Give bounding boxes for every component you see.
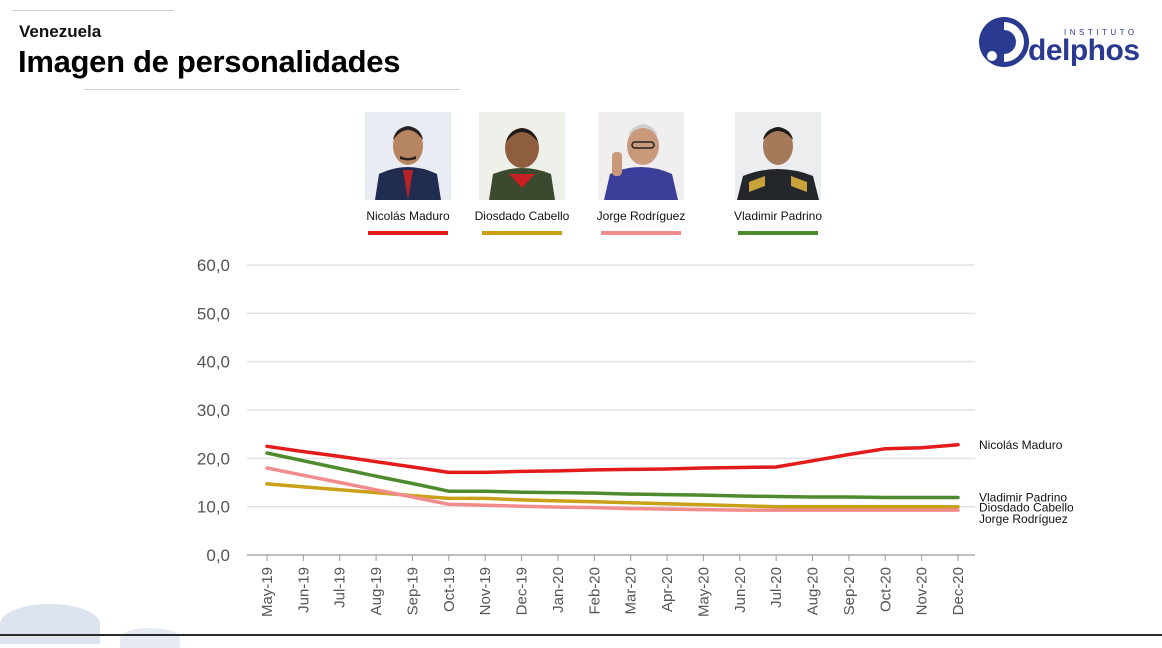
legend-item-rodriguez: Jorge Rodríguez (576, 112, 706, 235)
portrait-maduro-image (365, 112, 451, 200)
x-tick-label: Sep-20 (841, 567, 858, 615)
y-tick-label: 20,0 (197, 449, 230, 468)
x-tick-label: Jun-20 (732, 567, 749, 613)
legend-label: Jorge Rodríguez (596, 209, 686, 223)
x-tick-label: May-20 (695, 567, 712, 617)
legend-line-cabello (482, 231, 562, 235)
x-tick-label: Jul-20 (768, 567, 785, 608)
x-tick-label: May-19 (259, 567, 276, 617)
legend-item-padrino: Vladimir Padrino (713, 112, 843, 235)
x-tick-label: Jun-19 (295, 567, 312, 613)
legend-item-maduro: Nicolás Maduro (343, 112, 473, 235)
legend-line-padrino (738, 231, 818, 235)
header-top-rule (12, 10, 174, 11)
x-tick-label: Oct-20 (877, 567, 894, 612)
x-tick-label: Oct-19 (441, 567, 458, 612)
page-subtitle: Venezuela (19, 22, 102, 41)
x-tick-label: Jul-19 (332, 567, 349, 608)
logo-name-text: delphos (1028, 34, 1140, 67)
series-end-label: Vladimir Padrino (979, 490, 1067, 504)
series-end-label: Jorge Rodríguez (979, 512, 1068, 526)
legend-line-maduro (368, 231, 448, 235)
x-tick-label: Mar-20 (623, 567, 640, 615)
delphos-logo: INSTITUTO delphos (978, 14, 1143, 74)
x-tick-label: Dec-19 (514, 567, 531, 615)
series-line (265, 451, 960, 500)
background-decoration (0, 604, 100, 644)
x-tick-label: Aug-20 (805, 567, 822, 615)
y-tick-label: 40,0 (197, 353, 230, 372)
y-tick-label: 0,0 (206, 546, 230, 565)
y-tick-label: 30,0 (197, 401, 230, 420)
series-end-label: Diosdado Cabello (979, 501, 1074, 515)
series-line (265, 482, 960, 509)
x-tick-label: Nov-20 (914, 567, 931, 615)
x-tick-label: Feb-20 (586, 567, 603, 615)
legend-item-cabello: Diosdado Cabello (457, 112, 587, 235)
x-tick-label: Apr-20 (659, 567, 676, 612)
page-title: Imagen de personalidades (18, 44, 401, 79)
x-tick-label: Sep-19 (404, 567, 421, 615)
portrait-padrino-image (735, 112, 821, 200)
slide-bottom-rule (0, 634, 1162, 636)
logo-instituto-text: INSTITUTO (1064, 28, 1138, 37)
legend-label: Nicolás Maduro (366, 209, 450, 223)
x-tick-label: Jan-20 (550, 567, 567, 613)
delphos-logo-icon (979, 17, 1029, 67)
y-tick-label: 10,0 (197, 498, 230, 517)
legend-label: Vladimir Padrino (733, 209, 823, 223)
series-end-label: Nicolás Maduro (979, 438, 1063, 452)
series-line (265, 466, 960, 512)
y-tick-label: 50,0 (197, 304, 230, 323)
y-tick-label: 60,0 (197, 256, 230, 275)
series-line (265, 443, 960, 475)
portrait-rodriguez-image (598, 112, 684, 200)
portrait-cabello-image (479, 112, 565, 200)
x-tick-label: Aug-19 (368, 567, 385, 615)
legend-line-rodriguez (601, 231, 681, 235)
legend-label: Diosdado Cabello (474, 209, 570, 223)
x-tick-label: Dec-20 (950, 567, 967, 615)
x-tick-label: Nov-19 (477, 567, 494, 615)
title-underline (84, 89, 460, 90)
